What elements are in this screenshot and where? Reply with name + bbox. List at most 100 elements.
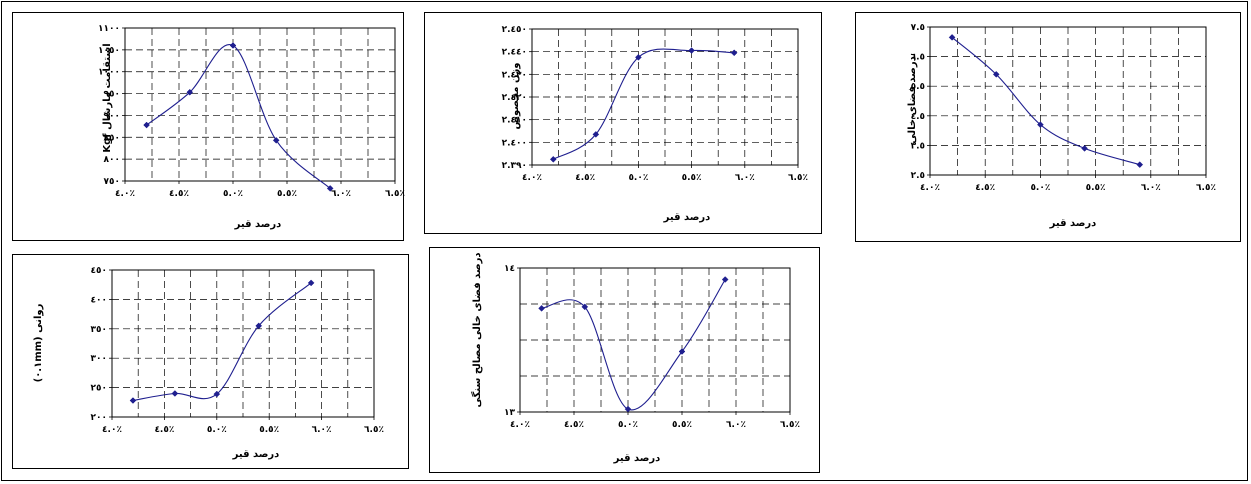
x-tick-label: ٤.٥٪ [169, 189, 189, 199]
y-tick-label: ٣.٥ [911, 141, 925, 151]
y-tick-label: ٢.٤٢٠ [502, 93, 527, 103]
x-tick-label: ٥.٥٪ [682, 173, 702, 183]
chart-svg: ٤.٠٪ ٤.٥٪ ٥.٠٪ ٥.٥٪ ٦.٠٪ ٦.٥٪ ٧٥٠ ٨٠٠ ٨٥٠ ٩٠٠ ٩٥٠ ١… [98, 24, 405, 230]
x-tick-label: ٤.٥٪ [564, 420, 584, 430]
y-tick-label: ٢.٤١٠ [502, 116, 527, 126]
data-point-marker [730, 49, 738, 57]
y-tick-label: ٦.٥ [911, 53, 925, 63]
chart-panel-marshall-stability: ٤.٠٪ ٤.٥٪ ٥.٠٪ ٥.٥٪ ٦.٠٪ ٦.٥٪ ٧٥٠ ٨٠٠ ٨٥٠ ٩٠٠ ٩٥٠ ١… [12, 12, 405, 241]
data-point-marker [213, 390, 221, 398]
chart-panel-flow: ٤.٠٪ ٤.٥٪ ٥.٠٪ ٥.٥٪ ٦.٠٪ ٦.٥٪ ٢٠٠ ٢٥٠ ٣٠٠ ٣٥٠ ٤٠٠ ٤… [12, 254, 409, 469]
y-axis-label: روانی (٠.١mm) [33, 303, 44, 382]
plot-frame [111, 269, 375, 418]
x-tick-label: ٥.٥٪ [277, 189, 297, 199]
x-tick-label: ٥.٠٪ [1030, 183, 1050, 193]
x-tick-label: ٤.٥٪ [154, 425, 174, 435]
data-point-marker [592, 131, 600, 138]
data-point-marker [948, 34, 956, 41]
x-tick-label: ٥.٠٪ [618, 420, 638, 430]
chart-svg: ٤.٠٪ ٤.٥٪ ٥.٠٪ ٥.٥٪ ٦.٠٪ ٦.٥٪ ٢.٣٩٠ ٢.٤٠٠ ٢.٤١٠ ٢… [502, 25, 808, 223]
x-tick-label: ٤.٥٪ [575, 173, 595, 183]
data-point-marker [688, 47, 695, 54]
x-tick-label: ٥.٥٪ [1086, 183, 1106, 193]
x-tick-label: ٦.٥٪ [788, 173, 808, 183]
data-point-marker [1081, 145, 1088, 152]
y-tick-label: ٧.٥ [911, 23, 925, 33]
x-tick-label: ٤.٠٪ [102, 425, 122, 435]
data-point-marker [1037, 121, 1044, 129]
data-point-marker [635, 53, 642, 61]
x-axis-label: درصد قیر [663, 212, 711, 223]
gridlines [520, 268, 790, 412]
x-tick-label: ٦.٥٪ [385, 189, 405, 199]
x-tick-label: ٤.٠٪ [920, 183, 940, 193]
x-tick-label: ٥.٥٪ [259, 425, 279, 435]
y-tick-label: ١٤ [504, 264, 515, 274]
data-point-marker [326, 185, 334, 192]
y-tick-label: ٤.٥ [911, 112, 925, 122]
gridlines [125, 28, 395, 181]
y-tick-label: ١٣ [504, 408, 515, 418]
data-point-marker [678, 348, 686, 355]
chart-svg: ٤.٠٪ ٤.٥٪ ٥.٠٪ ٥.٥٪ ٦.٠٪ ٦.٥٪ ٢.٥ ٣.٥ ٤.٥ ٥.٥ ٦.٥ ٧… [907, 23, 1216, 229]
data-point-marker [307, 279, 315, 287]
data-point-marker [171, 390, 179, 397]
y-tick-label: ٢٥٠ [91, 384, 107, 394]
x-tick-label: ٦.٠٪ [735, 173, 755, 183]
chart-panel-specific-weight: ٤.٠٪ ٤.٥٪ ٥.٠٪ ٥.٥٪ ٦.٠٪ ٦.٥٪ ٢.٣٩٠ ٢.٤٠٠ ٢.٤١٠ ٢… [424, 12, 822, 234]
y-tick-label: ٢.٤٣٠ [502, 70, 527, 80]
data-point-marker [229, 42, 237, 49]
x-axis-label: درصد قیر [232, 449, 280, 460]
y-axis-label: استقامت مارشال Kgf [102, 43, 113, 152]
x-axis-label: درصد قیر [1049, 218, 1097, 229]
chart-panel-vma: ٤.٠٪ ٤.٥٪ ٥.٠٪ ٥.٥٪ ٦.٠٪ ٦.٥٪ ١٣ ١٤ درصد قیر درصد… [429, 247, 820, 473]
y-tick-label: ٢.٤٥٠ [502, 25, 527, 35]
x-tick-label: ٥.٠٪ [207, 425, 227, 435]
x-tick-label: ٤.٠٪ [510, 420, 530, 430]
data-point-marker [581, 303, 589, 311]
data-point-marker [538, 304, 545, 312]
x-tick-label: ٦.٠٪ [331, 189, 351, 199]
data-point-marker [186, 88, 194, 96]
y-tick-label: ٢.٥ [911, 171, 925, 181]
chart-svg: ٤.٠٪ ٤.٥٪ ٥.٠٪ ٥.٥٪ ٦.٠٪ ٦.٥٪ ١٣ ١٤ درصد قیر درصد… [470, 252, 800, 464]
chart-svg: ٤.٠٪ ٤.٥٪ ٥.٠٪ ٥.٥٪ ٦.٠٪ ٦.٥٪ ٢٠٠ ٢٥٠ ٣٠٠ ٣٥٠ ٤٠٠ ٤… [33, 266, 384, 460]
x-tick-label: ٤.٠٪ [115, 189, 135, 199]
x-tick-label: ٥.٠٪ [223, 189, 243, 199]
y-tick-label: ١١٠٠ [98, 24, 120, 34]
x-tick-label: ٦.٠٪ [1141, 183, 1161, 193]
gridlines [112, 270, 374, 417]
chart-panel-air-voids: ٤.٠٪ ٤.٥٪ ٥.٠٪ ٥.٥٪ ٦.٠٪ ٦.٥٪ ٢.٥ ٣.٥ ٤.٥ ٥.٥ ٦.٥ ٧… [855, 12, 1241, 242]
x-tick-label: ٥.٠٪ [628, 173, 648, 183]
series-line [132, 282, 312, 402]
y-tick-label: ٨٥٠ [104, 133, 120, 143]
y-tick-label: ٣٠٠ [91, 354, 107, 364]
y-tick-label: ٨٠٠ [104, 155, 120, 165]
y-axis-label: وزن مخصوص [510, 63, 521, 130]
x-tick-label: ٦.٥٪ [1196, 183, 1216, 193]
x-axis-label: درصد قیر [613, 453, 661, 464]
y-tick-label: ١٠٥٠ [98, 46, 120, 56]
y-tick-label: ٢.٣٩٠ [502, 161, 527, 171]
x-tick-label: ٦.٥٪ [780, 420, 800, 430]
data-point-marker [272, 136, 280, 144]
series-line [146, 44, 331, 189]
x-tick-label: ٥.٥٪ [672, 420, 692, 430]
series-line [553, 48, 735, 160]
y-tick-label: ٣٥٠ [91, 325, 107, 335]
y-tick-label: ٧٥٠ [104, 177, 120, 187]
y-tick-label: ٤٥٠ [91, 266, 107, 276]
y-tick-label: ٢٠٠ [91, 413, 107, 423]
gridlines [930, 27, 1206, 175]
x-tick-label: ٤.٥٪ [975, 183, 995, 193]
x-tick-label: ٦.٥٪ [364, 425, 384, 435]
plot-frame [519, 267, 791, 413]
x-axis-label: درصد قیر [234, 219, 282, 230]
y-tick-label: ٩٥٠ [104, 90, 120, 100]
x-tick-label: ٦.٠٪ [312, 425, 332, 435]
y-tick-label: ٩٠٠ [104, 111, 120, 121]
y-tick-label: ٤٠٠ [91, 295, 107, 305]
data-point-marker [1136, 161, 1144, 168]
data-point-marker [143, 121, 150, 129]
data-point-marker [255, 322, 263, 330]
